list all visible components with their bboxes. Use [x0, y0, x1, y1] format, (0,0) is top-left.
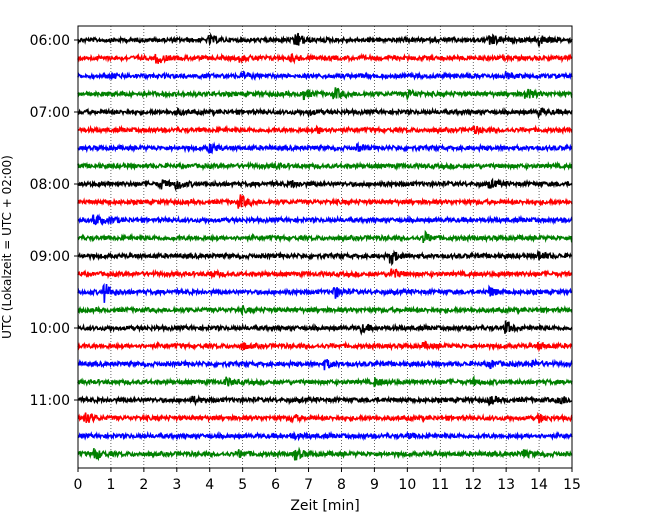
trace-0630: [77, 70, 573, 82]
trace-1130: [77, 430, 573, 442]
x-tick-label: 10: [398, 477, 416, 493]
x-tick-label: 2: [139, 477, 148, 493]
x-axis-label: Zeit [min]: [290, 498, 359, 514]
x-tick-label: 11: [431, 477, 449, 493]
x-tick-label: 9: [370, 477, 379, 493]
trace-0645: [77, 87, 573, 102]
trace-0830: [77, 213, 573, 226]
trace-0730: [77, 141, 573, 155]
x-tick-label: 14: [530, 477, 548, 493]
trace-0845: [77, 229, 573, 244]
trace-0615: [77, 52, 573, 65]
x-tick-label: 6: [271, 477, 280, 493]
y-axis-label: UTC (Lokalzeit = UTC + 02:00): [0, 155, 14, 339]
trace-0700: [77, 106, 573, 120]
trace-1045: [77, 374, 573, 388]
x-tick-label: 3: [172, 477, 181, 493]
trace-1115: [77, 411, 573, 424]
trace-0945: [77, 304, 573, 317]
trace-0815: [77, 194, 573, 209]
x-tick-label: 0: [74, 477, 83, 493]
trace-0915: [77, 268, 573, 280]
y-axis-ticks: 06:00 07:00 08:00 09:00 10:00 11:00: [30, 33, 78, 409]
x-tick-label: 1: [106, 477, 115, 493]
trace-0745: [77, 160, 573, 172]
x-tick-label: 12: [464, 477, 482, 493]
y-tick-label: 09:00: [30, 249, 70, 265]
y-tick-label: 11:00: [30, 393, 70, 409]
x-tick-label: 13: [497, 477, 515, 493]
trace-1000: [77, 320, 573, 336]
x-axis-ticks: 0 1 2 3 4 5 6 7 8 9 10 11 12 13 14 15: [74, 468, 581, 493]
trace-group: [77, 32, 573, 462]
x-tick-label: 15: [563, 477, 581, 493]
trace-1015: [77, 340, 573, 353]
y-tick-label: 10:00: [30, 321, 70, 337]
x-tick-label: 8: [337, 477, 346, 493]
y-tick-label: 06:00: [30, 33, 70, 49]
y-tick-label: 08:00: [30, 177, 70, 193]
trace-0930: [77, 282, 573, 303]
x-tick-label: 5: [238, 477, 247, 493]
trace-0600: [77, 32, 573, 47]
trace-1030: [77, 358, 573, 371]
x-tick-label: 4: [205, 477, 214, 493]
plot-frame: [77, 25, 573, 469]
trace-0800: [77, 177, 573, 192]
trace-1145: [77, 446, 573, 462]
x-tick-label: 7: [304, 477, 313, 493]
trace-1100: [77, 394, 573, 407]
trace-0715: [77, 124, 573, 136]
y-tick-label: 07:00: [30, 105, 70, 121]
trace-0900: [77, 249, 573, 267]
